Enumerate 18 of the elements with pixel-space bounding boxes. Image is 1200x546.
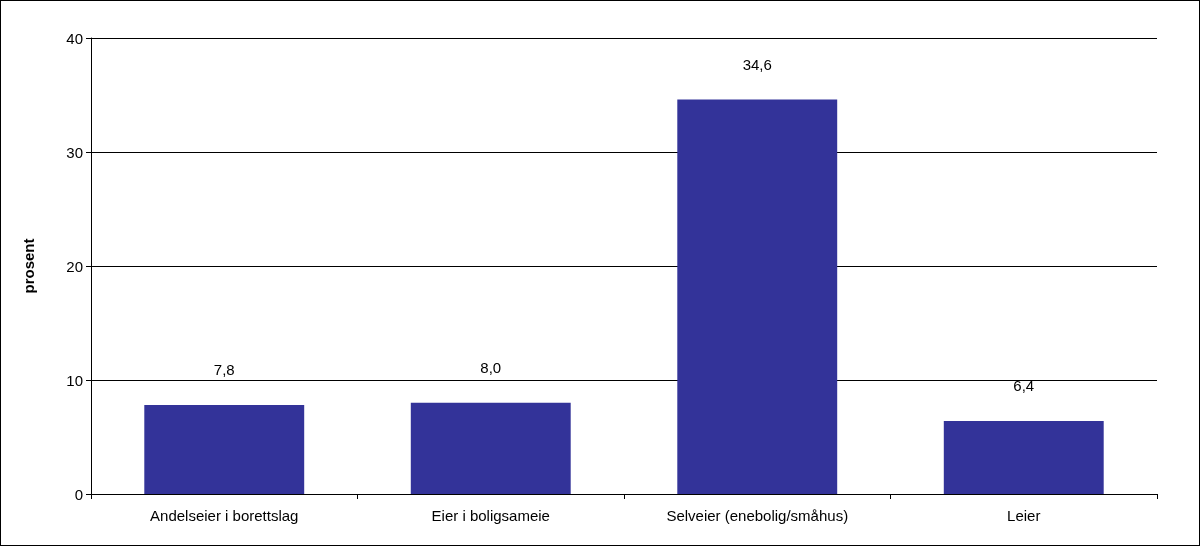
x-tick-label: Eier i boligsameie: [431, 507, 550, 524]
x-tick-label: Andelseier i borettslag: [150, 507, 299, 524]
data-label: 6,4: [1013, 377, 1035, 395]
bar: [677, 99, 838, 494]
y-tick-label: 0: [74, 485, 83, 503]
x-tick-label: Selveier (enebolig/småhus): [666, 507, 849, 524]
data-label: 8,0: [480, 358, 502, 376]
data-label: 7,8: [213, 361, 235, 379]
bar: [144, 405, 305, 494]
bar: [410, 402, 571, 494]
y-tick-label: 30: [66, 143, 83, 161]
x-tick-label: Leier: [1007, 507, 1041, 524]
y-tick-label: 20: [66, 257, 83, 275]
y-axis-title: prosent: [20, 238, 37, 294]
bar: [943, 421, 1104, 494]
y-tick-label: 10: [66, 371, 83, 389]
y-tick-label: 40: [66, 29, 83, 47]
data-label: 34,6: [742, 55, 772, 73]
